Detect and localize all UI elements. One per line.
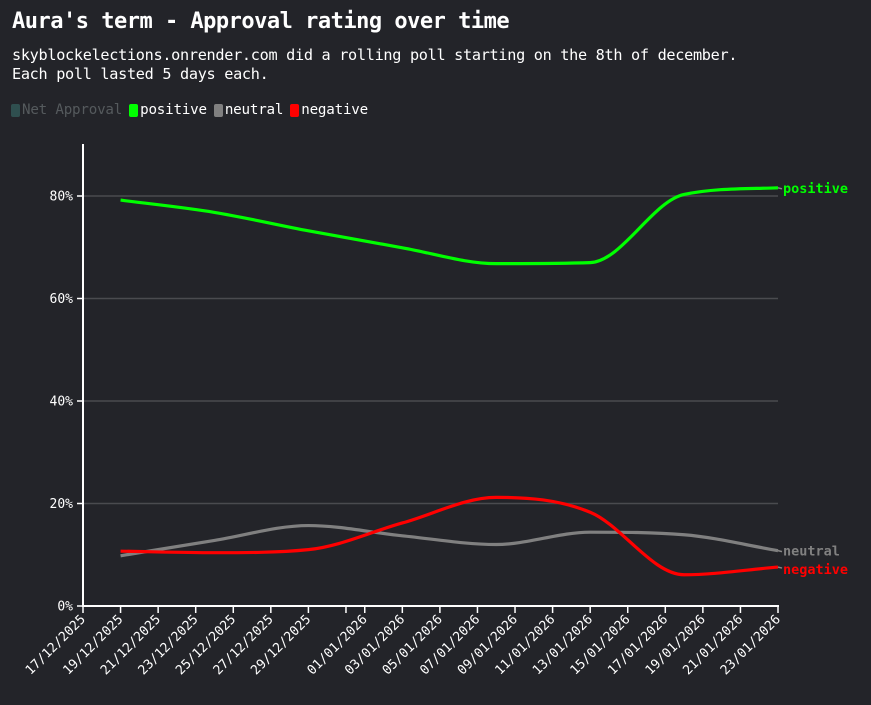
subtitle-line-2: Each poll lasted 5 days each. bbox=[12, 65, 269, 83]
legend-item-neutral[interactable]: neutral bbox=[213, 102, 284, 118]
y-tick-label: 0% bbox=[57, 600, 73, 615]
x-axis: 17/12/202519/12/202521/12/202523/12/2025… bbox=[23, 605, 784, 678]
legend-label: neutral bbox=[224, 102, 284, 118]
negative-swatch-icon bbox=[290, 103, 300, 117]
y-tick-label: 80% bbox=[50, 190, 74, 205]
net-approval-swatch-icon bbox=[11, 103, 20, 117]
positive-swatch-icon bbox=[129, 103, 139, 117]
y-tick-label: 40% bbox=[50, 395, 74, 410]
y-axis: 0% 20% 40% 60% 80% bbox=[50, 144, 84, 615]
positive-end-label: positive bbox=[783, 181, 848, 197]
neutral-swatch-icon bbox=[213, 103, 223, 117]
neutral-end-label: neutral bbox=[783, 544, 840, 560]
series-lines bbox=[120, 186, 779, 577]
subtitle-line-1: skyblockelections.onrender.com did a rol… bbox=[12, 46, 738, 64]
chart-title: Aura's term - Approval rating over time bbox=[12, 9, 510, 34]
y-tick-label: 60% bbox=[50, 292, 74, 307]
series-end-labels: positive neutral negative bbox=[777, 181, 848, 578]
positive-series-line bbox=[120, 186, 779, 266]
legend-item-negative[interactable]: negative bbox=[290, 102, 368, 118]
legend-label: negative bbox=[301, 102, 368, 118]
negative-end-label: negative bbox=[783, 562, 848, 578]
chart-subtitle: skyblockelections.onrender.com did a rol… bbox=[12, 46, 737, 84]
gridlines bbox=[83, 195, 778, 505]
legend-item-positive[interactable]: positive bbox=[129, 102, 207, 118]
legend-label: Net Approval bbox=[22, 102, 123, 118]
y-tick-label: 20% bbox=[50, 497, 74, 512]
negative-series-line bbox=[120, 495, 779, 577]
neutral-series-line bbox=[120, 523, 779, 558]
legend-item-net-approval[interactable]: Net Approval bbox=[11, 102, 122, 118]
legend-label: positive bbox=[140, 102, 207, 118]
chart-legend: Net Approval positive neutral negative bbox=[11, 102, 375, 118]
